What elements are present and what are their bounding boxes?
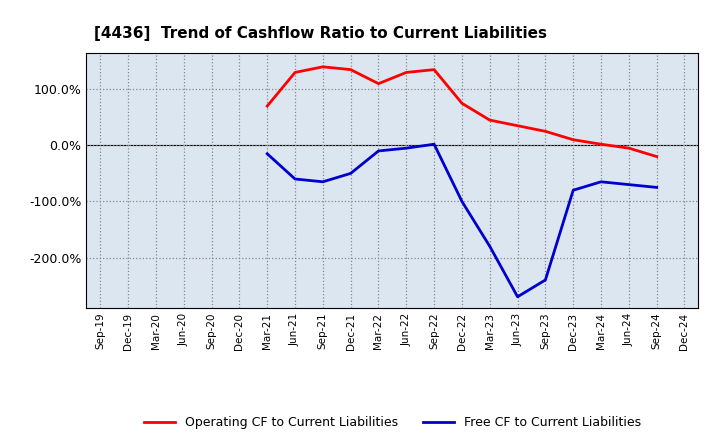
Legend: Operating CF to Current Liabilities, Free CF to Current Liabilities: Operating CF to Current Liabilities, Fre… [138,411,647,434]
Text: [4436]  Trend of Cashflow Ratio to Current Liabilities: [4436] Trend of Cashflow Ratio to Curren… [94,26,546,41]
